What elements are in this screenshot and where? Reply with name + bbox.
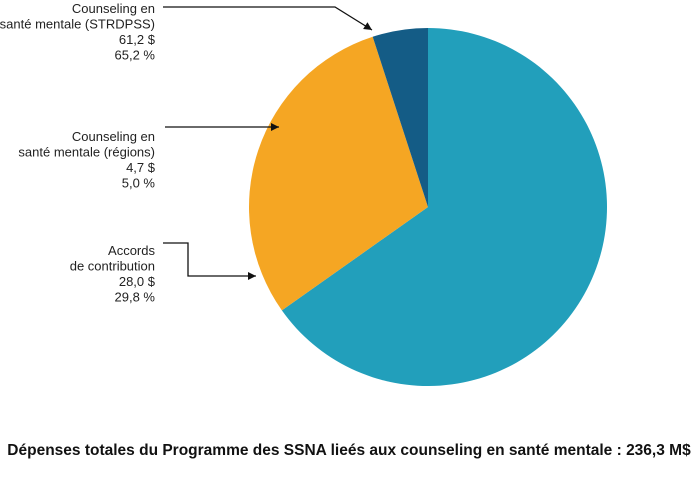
- pie-slice-2: [249, 36, 428, 311]
- slice-percent-label: 29,8 %: [115, 290, 156, 305]
- slice-label-text: Counseling en: [72, 1, 155, 16]
- arrowhead: [248, 272, 256, 280]
- slice-percent-label: 65,2 %: [115, 48, 156, 63]
- slice-label-text: de contribution: [70, 259, 155, 274]
- pie-slice-1: [281, 28, 608, 386]
- slice-percent-label: 5,0 %: [122, 176, 156, 191]
- slice-label-text: Counseling en: [72, 129, 155, 144]
- arrowhead: [271, 123, 279, 131]
- pie-slices: [249, 28, 608, 386]
- chart-caption: Dépenses totales du Programme des SSNA l…: [7, 442, 691, 459]
- slice-value-label: 61,2 $: [119, 32, 156, 47]
- arrowhead: [363, 22, 372, 30]
- slice-label-text: santé mentale (STRDPSS): [0, 17, 155, 32]
- slice-value-label: 28,0 $: [119, 274, 156, 289]
- slice-label-text: Accords: [108, 243, 155, 258]
- leader-line: [163, 6, 373, 31]
- leader-line: [163, 242, 256, 277]
- pie-slice-3: [372, 28, 428, 207]
- slice-label-text: santé mentale (régions): [18, 145, 155, 160]
- slice-value-label: 4,7 $: [126, 160, 156, 175]
